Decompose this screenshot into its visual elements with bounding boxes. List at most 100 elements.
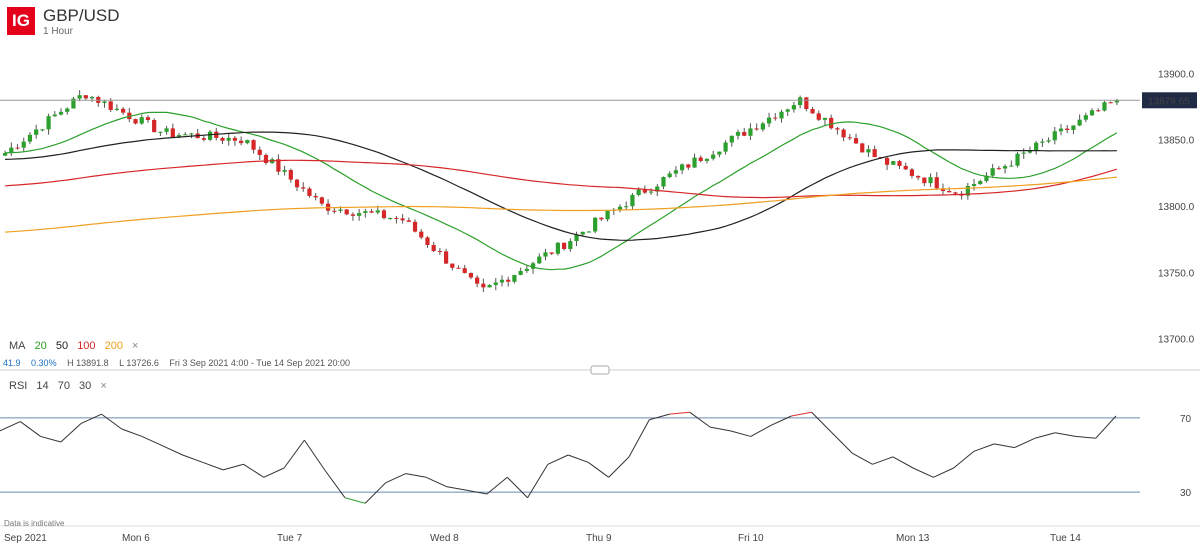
candle-down — [816, 113, 821, 120]
candle-up — [1027, 150, 1033, 153]
candle-down — [431, 245, 436, 252]
candle-up — [785, 109, 790, 112]
candle-down — [301, 187, 306, 189]
rsi-pane — [0, 411, 1140, 504]
candle-up — [58, 111, 64, 115]
rsi-segment — [892, 456, 914, 469]
rsi-period[interactable]: 14 — [36, 380, 49, 392]
rsi-segment — [770, 415, 792, 426]
candle-up — [282, 170, 287, 172]
candle-down — [884, 157, 890, 165]
candle-up — [518, 270, 523, 275]
candle-up — [1052, 131, 1057, 141]
ma-20-label[interactable]: 20 — [34, 340, 47, 352]
candle-down — [872, 149, 877, 158]
candle-up — [717, 151, 722, 155]
ma-legend-label: MA — [9, 340, 26, 352]
candle-down — [400, 218, 405, 221]
candle-up — [530, 263, 536, 269]
ma-100-label[interactable]: 100 — [77, 340, 96, 352]
rsi-segment — [466, 489, 488, 495]
candle-up — [487, 284, 492, 288]
ma-200-label[interactable]: 200 — [104, 340, 123, 352]
rsi-overbought-param[interactable]: 70 — [57, 380, 70, 392]
candle-down — [897, 161, 902, 166]
change-percent: 0.30% — [31, 358, 57, 368]
price-pane — [0, 90, 1140, 293]
candle-down — [83, 95, 88, 99]
rsi-segment — [385, 473, 407, 484]
rsi-segment — [953, 450, 975, 469]
candle-up — [52, 114, 57, 117]
y-tick-label: 13700.0 — [1158, 335, 1195, 346]
candle-down — [934, 177, 939, 189]
candle-up — [928, 177, 933, 184]
rsi-close-icon[interactable]: × — [100, 380, 107, 392]
candle-up — [1009, 165, 1014, 167]
rsi-segment — [811, 411, 833, 434]
symbol-title: GBP/USD — [43, 6, 120, 25]
candle-down — [239, 140, 244, 144]
candle-up — [1058, 128, 1064, 132]
candle-up — [499, 279, 505, 283]
candle-up — [3, 153, 8, 156]
candle-up — [388, 217, 393, 219]
rsi-segment — [162, 445, 183, 456]
candle-down — [549, 252, 554, 254]
rsi-segment — [527, 464, 549, 498]
ma-close-icon[interactable]: × — [132, 340, 139, 352]
change-value: 41.9 — [3, 358, 21, 368]
pane-resize-handle[interactable] — [590, 365, 610, 375]
candle-down — [443, 251, 449, 264]
candle-up — [798, 97, 803, 106]
candle-up — [158, 131, 163, 133]
candle-up — [568, 241, 573, 249]
candle-up — [586, 231, 592, 233]
candle-up — [971, 184, 977, 186]
x-tick-label: Tue 14 — [1050, 533, 1081, 544]
candle-down — [263, 154, 269, 164]
rsi-level-label: 70 — [1180, 414, 1192, 425]
ma-50-label[interactable]: 50 — [55, 340, 69, 352]
candle-up — [965, 185, 970, 196]
candle-down — [642, 189, 647, 193]
rsi-segment — [364, 482, 386, 504]
high-value: H 13891.8 — [67, 358, 109, 368]
candle-up — [673, 170, 679, 174]
candle-down — [419, 231, 424, 238]
y-tick-label: 13750.0 — [1158, 268, 1195, 279]
rsi-segment — [121, 428, 143, 437]
rsi-segment — [324, 469, 346, 499]
candle-up — [779, 111, 784, 119]
data-indicative-note: Data is indicative — [4, 519, 65, 528]
candle-up — [1089, 110, 1095, 116]
candle-up — [766, 117, 772, 124]
timeframe-label: 1 Hour — [43, 26, 74, 37]
candle-down — [145, 117, 151, 121]
candle-up — [990, 168, 995, 176]
rsi-oversold-param[interactable]: 30 — [79, 380, 92, 392]
rsi-segment — [141, 435, 163, 447]
y-tick-label: 13800.0 — [1158, 202, 1195, 213]
rsi-segment — [40, 435, 62, 443]
rsi-segment — [283, 439, 305, 469]
candle-up — [176, 135, 182, 138]
candle-down — [152, 120, 157, 133]
candle-down — [232, 137, 238, 141]
candle-up — [984, 175, 989, 182]
rsi-segment — [669, 411, 690, 415]
rsi-segment — [933, 467, 954, 478]
candle-up — [760, 123, 765, 130]
price-tag-bg — [1142, 92, 1197, 109]
candle-up — [102, 101, 107, 103]
candle-up — [735, 131, 741, 136]
rsi-segment — [1055, 432, 1076, 437]
ma-legend: MA 20 50 100 200 × — [9, 340, 144, 352]
candle-up — [375, 210, 380, 213]
candle-up — [1034, 142, 1039, 151]
candle-down — [313, 195, 318, 198]
rsi-segment — [689, 411, 711, 428]
candle-up — [1071, 125, 1076, 130]
candle-down — [860, 143, 865, 153]
